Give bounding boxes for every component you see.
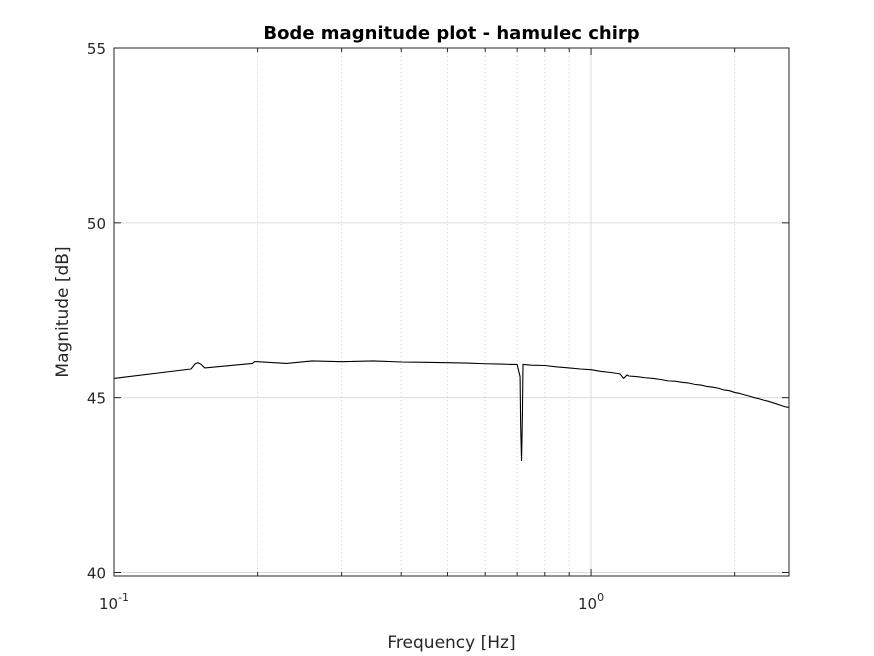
y-axis-ticks	[114, 47, 789, 574]
y-tick-labels: 40 45 50 55	[87, 40, 106, 583]
y-tick-label: 45	[87, 390, 106, 408]
x-tick-label-exponent: 0	[597, 591, 604, 604]
x-tick-label-base: 10	[578, 595, 597, 613]
x-grid	[257, 48, 736, 576]
x-axis-ticks	[113, 48, 736, 576]
plot-frame	[113, 47, 790, 577]
x-tick-labels: 10-1 100	[99, 591, 604, 613]
series-line	[113, 360, 790, 462]
y-axis-title: Magnitude [dB]	[53, 246, 73, 377]
x-tick-label-exponent: -1	[118, 591, 129, 604]
x-axis-title: Frequency [Hz]	[387, 633, 515, 653]
x-tick-label-base: 10	[99, 595, 118, 613]
y-tick-label: 40	[87, 565, 106, 583]
chart-title: Bode magnitude plot - hamulec chirp	[263, 23, 639, 44]
y-tick-label: 50	[87, 215, 106, 233]
plot-area	[114, 48, 789, 576]
y-tick-label: 55	[87, 40, 106, 58]
x-tick-label: 100	[578, 591, 604, 613]
y-grid	[114, 222, 789, 574]
x-tick-label: 10-1	[99, 591, 129, 613]
